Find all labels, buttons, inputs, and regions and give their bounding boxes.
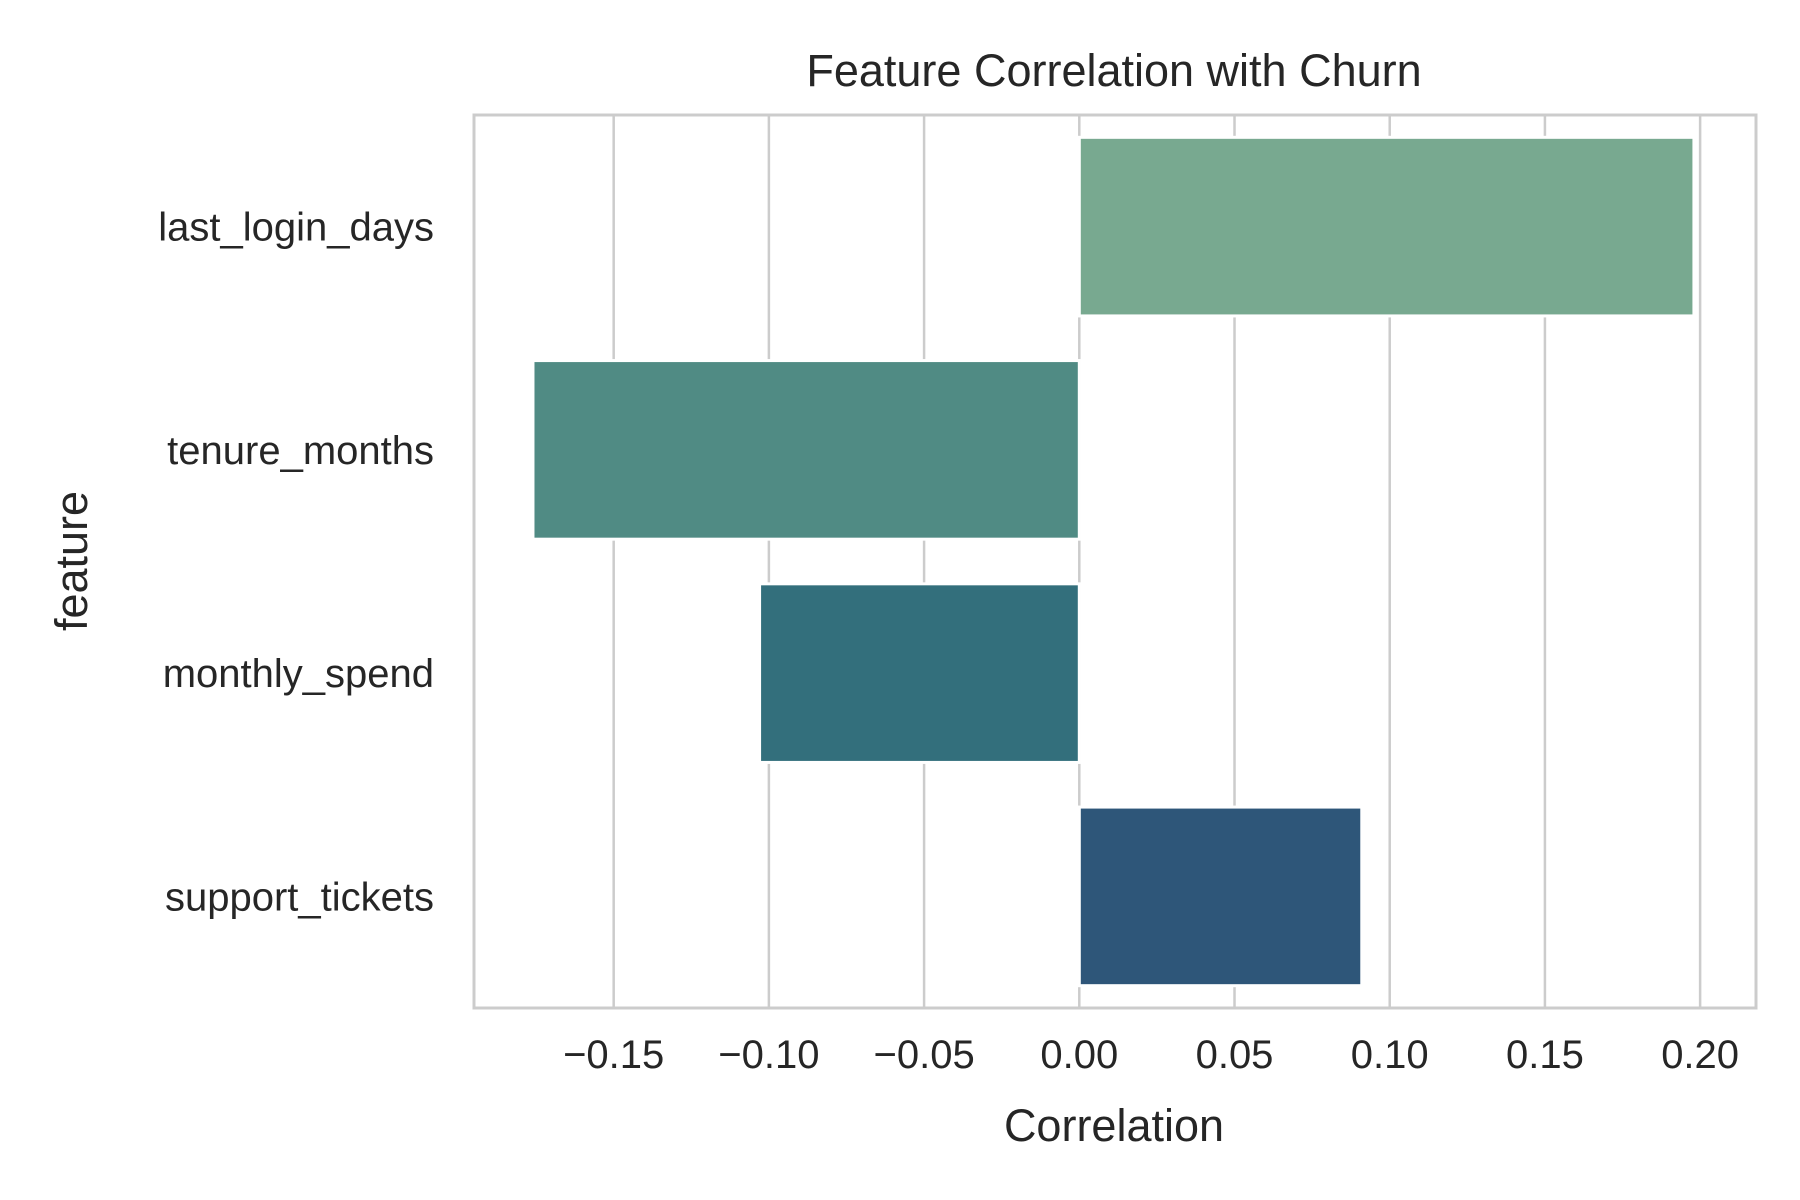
- plot-frame: [472, 113, 1758, 1010]
- x-tick-label: 0.20: [1661, 1033, 1739, 1077]
- x-tick-label: 0.00: [1040, 1033, 1118, 1077]
- bar-monthly-spend: [758, 582, 1081, 764]
- x-tick-label: 0.15: [1506, 1033, 1584, 1077]
- x-tick-labels: −0.15 −0.10 −0.05 0.00 0.05 0.10 0.15 0.20: [563, 1033, 1739, 1077]
- bar-support-tickets: [1077, 805, 1364, 988]
- y-tick-labels: last_login_days tenure_months monthly_spen…: [158, 206, 434, 920]
- y-axis-label: feature: [46, 491, 97, 631]
- chart-title: Feature Correlation with Churn: [806, 45, 1421, 96]
- x-tick-label: −0.10: [718, 1033, 819, 1077]
- x-tick-label: −0.15: [563, 1033, 664, 1077]
- bar-tenure-months: [531, 359, 1081, 541]
- x-tick-label: 0.10: [1351, 1033, 1429, 1077]
- x-tick-label: 0.05: [1196, 1033, 1274, 1077]
- bar-last-login-days: [1077, 135, 1696, 318]
- y-tick-label: last_login_days: [158, 206, 434, 250]
- y-tick-label: support_tickets: [165, 875, 434, 919]
- bars: [531, 135, 1696, 988]
- x-tick-label: −0.05: [873, 1033, 974, 1077]
- y-tick-label: monthly_spend: [163, 652, 434, 696]
- y-tick-label: tenure_months: [167, 429, 434, 473]
- x-axis-label: Correlation: [1004, 1100, 1224, 1151]
